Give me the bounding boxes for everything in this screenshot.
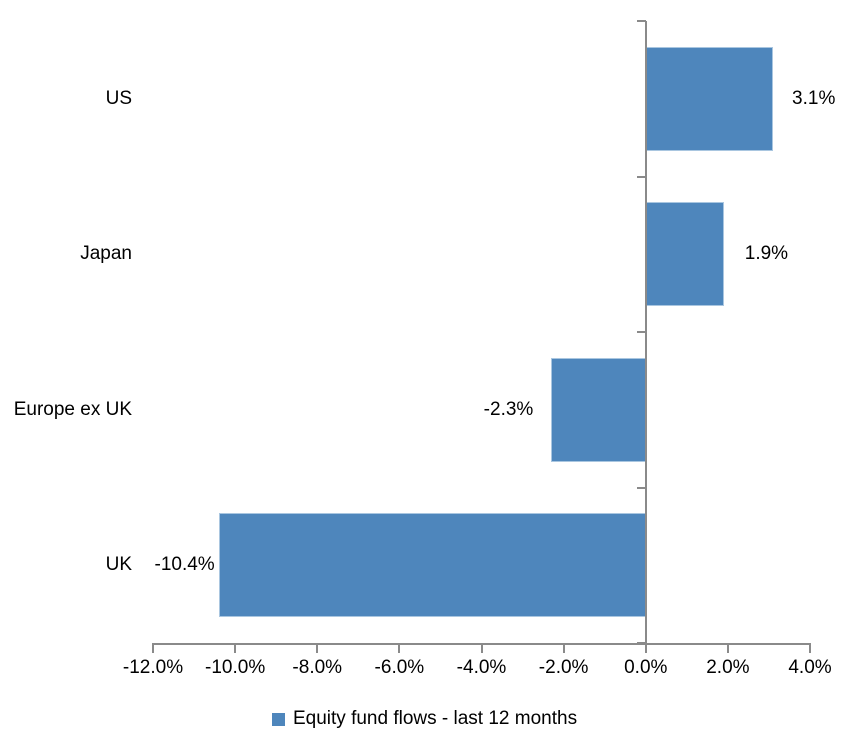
bar-japan	[645, 202, 724, 307]
y-axis-line	[644, 21, 647, 643]
category-label: US	[105, 87, 132, 109]
y-axis-tick	[636, 331, 646, 333]
bar-europe-ex-uk	[551, 357, 646, 462]
category-label: Europe ex UK	[13, 398, 132, 420]
category-label: Japan	[80, 243, 132, 265]
x-axis-tick-label: -12.0%	[122, 657, 184, 678]
x-axis-tick-label: -10.0%	[205, 657, 266, 678]
legend-marker-icon	[272, 712, 285, 726]
legend-label: Equity fund flows - last 12 months	[293, 708, 578, 729]
y-axis-tick	[636, 175, 646, 178]
x-axis-tick-label: -6.0%	[374, 657, 425, 678]
x-axis-tick-label: 2.0%	[706, 657, 750, 678]
x-axis-tick-label: 0.0%	[624, 657, 668, 678]
y-axis-tick	[636, 486, 646, 489]
x-axis-tick	[316, 643, 319, 653]
x-axis-tick	[234, 643, 237, 653]
x-axis-tick-label: 4.0%	[788, 657, 832, 678]
bar-us	[645, 46, 774, 151]
x-axis-tick	[809, 643, 811, 653]
x-axis-tick-label: -8.0%	[292, 657, 343, 678]
x-axis-tick	[152, 643, 154, 653]
value-label: 3.1%	[792, 87, 836, 109]
value-label: -10.4%	[154, 554, 215, 576]
y-axis-tick	[636, 642, 646, 644]
x-axis-tick	[644, 643, 647, 653]
y-axis-tick	[636, 20, 646, 22]
value-label: -2.3%	[483, 398, 534, 420]
x-axis-tick	[398, 643, 401, 653]
x-axis-tick	[480, 643, 483, 653]
bar-uk	[218, 513, 646, 618]
chart-legend: Equity fund flows - last 12 months	[272, 706, 577, 732]
category-label: UK	[105, 554, 132, 576]
x-axis-tick-label: -2.0%	[538, 657, 589, 678]
x-axis-tick	[562, 643, 565, 653]
x-axis-tick	[726, 643, 729, 653]
x-axis-tick-label: -4.0%	[456, 657, 507, 678]
value-label: 1.9%	[744, 243, 789, 265]
